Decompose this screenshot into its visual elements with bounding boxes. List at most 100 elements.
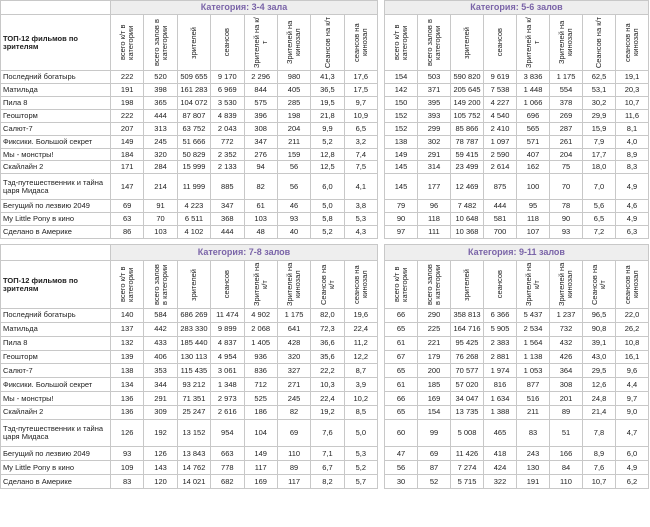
cell-value: 78 (549, 199, 583, 214)
cell-value: 4 837 (210, 335, 245, 351)
cell-value: 60 (384, 418, 418, 448)
cell-value: 2 881 (483, 349, 517, 365)
cell-value: 34 047 (450, 391, 484, 406)
cell-value: 35,6 (310, 349, 345, 365)
cell-value: 290 (417, 308, 451, 323)
cell-value: 465 (483, 418, 517, 448)
data-row: 152 393 105 752 4 540 696 269 29,9 11,6 (384, 108, 649, 123)
column-header-text: зрителей (462, 26, 472, 59)
cell-value: 393 (417, 108, 451, 123)
cell-value: 10,9 (343, 108, 379, 123)
column-header: сеансов на кинозал (615, 260, 649, 309)
column-header: сеансов (210, 260, 245, 309)
column-header-text: сеансов на кинозал (351, 23, 369, 62)
cell-value: 7 482 (450, 199, 484, 214)
cell-value: 22,4 (343, 321, 379, 337)
cell-value: 61 (384, 335, 418, 351)
cell-value: 30,2 (582, 95, 616, 110)
cell-value: 877 (516, 377, 550, 393)
cell-value: 1 053 (516, 363, 550, 379)
cell-value: 442 (143, 321, 178, 337)
cell-value: 14 762 (176, 460, 212, 476)
cell-value: 5,0 (343, 418, 379, 448)
cell-value: 169 (243, 474, 278, 489)
cell-value: 520 (143, 70, 178, 84)
cell-value: 11 999 (176, 173, 212, 201)
cell-value: 554 (549, 82, 583, 97)
cell-value: 17,7 (582, 147, 616, 162)
cell-value: 95 425 (450, 335, 484, 351)
column-header-text: всего залов в категории (425, 264, 442, 305)
cell-value: 4,1 (343, 173, 379, 201)
cell-value: 405 (276, 82, 312, 97)
cell-value: 10,3 (310, 377, 345, 393)
cell-value: 7,4 (343, 147, 379, 162)
cell-value: 407 (516, 147, 550, 162)
cell-value: 432 (549, 335, 583, 351)
movie-name: Бегущий по лезвию 2049 (0, 446, 111, 462)
cell-value: 13 843 (176, 446, 212, 462)
cell-value: 516 (516, 391, 550, 406)
cell-value: 29,5 (582, 363, 616, 379)
movie-name: Сделано в Америке (0, 474, 111, 489)
header-row: ТОП-12 фильмов по зрителям всего к/т в ка… (0, 14, 379, 71)
cell-value: 86 (109, 225, 145, 239)
cell-value: 70 (143, 212, 178, 227)
data-row: Бегущий по лезвию 2049 93 126 13 843 663 149 1… (0, 446, 379, 462)
cell-value: 22,0 (615, 308, 649, 323)
blank-cell (0, 244, 111, 261)
cell-value: 954 (210, 418, 245, 448)
cell-value: 85 866 (450, 121, 484, 136)
cell-value: 4,7 (615, 418, 649, 448)
title-row: Категория: 9-11 залов (384, 244, 649, 261)
data-row: 47 69 11 426 418 243 166 8,9 6,0 (384, 446, 649, 462)
cell-value: 3 061 (210, 363, 245, 379)
cell-value: 299 (417, 121, 451, 136)
cell-value: 149 (109, 134, 145, 149)
movie-name: Скайлайн 2 (0, 404, 111, 420)
table-panel: Категория: 9-11 залов всего к/т в категор… (384, 244, 649, 489)
cell-value: 8,2 (310, 474, 345, 489)
column-header-text: Сеансов на к/т (322, 16, 332, 69)
cell-value: 1 175 (549, 70, 583, 84)
cell-value: 4,9 (615, 460, 649, 476)
movie-name: Пила 8 (0, 95, 111, 110)
cell-value: 9,7 (615, 391, 649, 406)
data-table: Категория: 9-11 залов всего к/т в категор… (384, 244, 649, 489)
cell-value: 10,7 (582, 474, 616, 489)
data-row: Матильда 137 442 283 330 9 899 2 068 641 72,3 22… (0, 321, 379, 337)
cell-value: 1 405 (243, 335, 278, 351)
table-panel: Категория: 5-6 залов всего к/т в категори… (384, 0, 649, 239)
cell-value: 5,2 (343, 460, 379, 476)
movie-name: Геошторм (0, 349, 111, 365)
cell-value: 90 (549, 212, 583, 227)
cell-value: 99 (417, 418, 451, 448)
cell-value: 90,8 (582, 321, 616, 337)
cell-value: 313 (143, 121, 178, 136)
cell-value: 69 (417, 446, 451, 462)
cell-value: 198 (276, 108, 312, 123)
table-panel: Категория: 7-8 залов ТОП-12 фильмов по зр… (0, 244, 379, 489)
cell-value: 6,2 (615, 474, 649, 489)
column-header: Сеансов на к/т (310, 14, 345, 71)
cell-value: 11,2 (343, 335, 379, 351)
column-header-text: зрителей (189, 268, 198, 301)
cell-value: 285 (276, 95, 312, 110)
column-header: Зрителей на к/т (516, 260, 550, 309)
column-header-text: сеансов (222, 28, 232, 57)
data-row: 79 96 7 482 444 95 78 5,6 4,6 (384, 199, 649, 214)
cell-value: 4,4 (615, 377, 649, 393)
cell-value: 149 (243, 446, 278, 462)
cell-value: 980 (276, 70, 312, 84)
data-row: Матильда 191 398 161 283 6 969 844 405 36,5 17,5 (0, 82, 379, 97)
movie-name: Мы - монстры! (0, 147, 111, 162)
column-header: Зрителей на кинозал (549, 260, 583, 309)
cell-value: 2 614 (483, 160, 517, 175)
cell-value: 503 (417, 70, 451, 84)
cell-value: 1 237 (549, 308, 583, 323)
cell-value: 9 170 (210, 70, 245, 84)
cell-value: 696 (516, 108, 550, 123)
cell-value: 418 (483, 446, 517, 462)
cell-value: 509 655 (176, 70, 212, 84)
cell-value: 207 (109, 121, 145, 136)
